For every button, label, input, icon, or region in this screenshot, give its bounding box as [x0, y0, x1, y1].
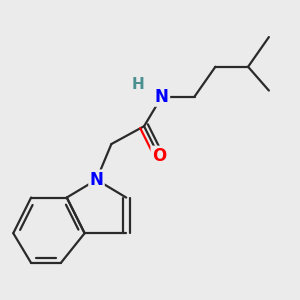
Text: N: N — [155, 88, 169, 106]
Text: O: O — [152, 147, 166, 165]
Text: N: N — [90, 171, 104, 189]
Text: H: H — [132, 77, 145, 92]
